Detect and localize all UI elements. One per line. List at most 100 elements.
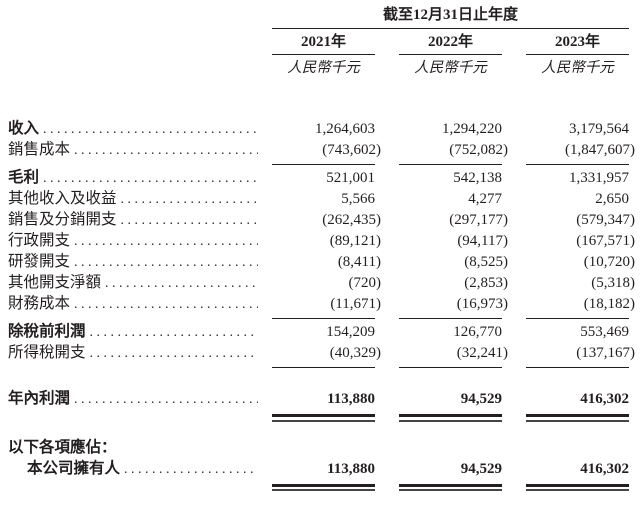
row-values: 1,264,603 1,294,220 3,179,564: [272, 119, 629, 140]
year-column-2023: 2023年: [526, 34, 629, 55]
table-row: 研發開支....................................…: [8, 251, 640, 272]
row-value: 542,138: [453, 170, 502, 186]
row-label: 除稅前利潤: [8, 323, 86, 340]
row-value: 1,294,220: [442, 121, 502, 137]
row-label: 研發開支: [8, 253, 71, 270]
rule-segment: [399, 483, 502, 491]
row-label: 其他開支淨額: [8, 274, 102, 291]
row-value: 5,566: [341, 191, 375, 207]
row-label: 財務成本: [8, 295, 71, 312]
dot-leader: ........................................…: [89, 325, 258, 340]
dot-leader: ........................................…: [74, 392, 258, 407]
table-row: 所得稅開支...................................…: [8, 342, 640, 363]
rule-segment: [399, 164, 502, 165]
dot-leader: ........................................…: [120, 213, 258, 228]
row-label: 銷售及分銷開支: [8, 211, 117, 228]
dot-leader: ........................................…: [120, 192, 258, 207]
rule-segment: [526, 414, 629, 422]
dot-leader: ........................................…: [124, 461, 258, 477]
row-value: (8,525): [464, 254, 508, 270]
row-values: 113,880 94,529 416,302: [272, 459, 629, 480]
row-values: 154,209 126,770 553,469: [272, 322, 629, 343]
row-value: (752,082): [449, 142, 508, 158]
year-header-row: 2021年 2022年 2023年: [272, 34, 629, 55]
row-value: (8,411): [337, 254, 381, 270]
year-column-2022: 2022年: [399, 34, 502, 55]
row-value: 1,264,603: [315, 121, 375, 137]
table-row: 行政開支....................................…: [8, 230, 640, 251]
row-label: 本公司擁有人: [27, 459, 121, 477]
row-label-cell: 年內利潤....................................…: [8, 388, 258, 410]
row-value: (137,167): [576, 345, 635, 361]
subtotal-rule: [272, 318, 640, 319]
row-value: (18,182): [583, 296, 635, 312]
rule-segment: [272, 483, 375, 491]
row-value: (16,973): [456, 296, 508, 312]
table-row: 年內利潤....................................…: [8, 388, 640, 409]
dot-leader: ........................................…: [74, 297, 258, 312]
row-value: (579,347): [576, 212, 635, 228]
row-value: 416,302: [580, 460, 629, 477]
rule-segment: [399, 414, 502, 422]
dot-leader: ........................................…: [74, 143, 258, 158]
row-value: 1,331,957: [569, 170, 629, 186]
row-label: 以下各項應佔：: [8, 438, 117, 456]
year-column-2021: 2021年: [272, 34, 375, 55]
row-values: (8,411) (8,525) (10,720): [272, 252, 635, 273]
table-row: 銷售成本....................................…: [8, 139, 640, 160]
row-value: (89,121): [329, 233, 381, 249]
row-value: (720): [348, 275, 382, 291]
row-values: (40,329) (32,241) (137,167): [272, 343, 635, 364]
rule-segment: [272, 367, 375, 368]
row-label: 銷售成本: [8, 141, 71, 158]
row-value: 4,277: [468, 191, 502, 207]
row-values: 521,001 542,138 1,331,957: [272, 168, 629, 189]
dot-leader: ........................................…: [74, 255, 258, 270]
row-label-cell: 本公司擁有人..................................…: [8, 458, 258, 480]
row-value: (11,671): [330, 296, 381, 312]
row-value: 521,001: [326, 170, 375, 186]
dot-leader: ........................................…: [105, 276, 258, 291]
rule-segment: [399, 367, 502, 368]
rule-segment: [526, 318, 629, 319]
table-body: 收入......................................…: [8, 118, 640, 491]
row-values: 5,566 4,277 2,650: [272, 189, 629, 210]
row-value: (32,241): [456, 345, 508, 361]
rule-segment: [272, 318, 375, 319]
row-label: 毛利: [8, 169, 40, 186]
table-row: 其他開支淨額..................................…: [8, 272, 640, 293]
subtotal-rule: [272, 164, 640, 165]
row-value: (1,847,607): [565, 142, 635, 158]
table-row: 以下各項應佔：: [8, 437, 640, 458]
row-value: 94,529: [460, 391, 502, 407]
table-row: 其他收入及收益.................................…: [8, 188, 640, 209]
row-label-cell: 除稅前利潤...................................…: [8, 321, 258, 343]
row-value: 2,650: [595, 191, 629, 207]
row-values: (89,121) (94,117) (167,571): [272, 231, 635, 252]
row-label-cell: 銷售成本....................................…: [8, 139, 258, 161]
row-label: 年內利潤: [8, 390, 71, 407]
row-label: 收入: [8, 120, 40, 137]
rule-segment: [399, 318, 502, 319]
currency-unit-label: 人民幣千元: [414, 60, 487, 76]
row-value: (40,329): [329, 345, 381, 361]
row-values: (11,671) (16,973) (18,182): [272, 294, 635, 315]
row-label-cell: 收入......................................…: [8, 118, 258, 140]
table-row: 收入......................................…: [8, 118, 640, 139]
row-label: 所得稅開支: [8, 344, 86, 361]
currency-unit-row: 人民幣千元 人民幣千元 人民幣千元: [272, 60, 629, 77]
row-values: (720) (2,853) (5,318): [272, 273, 636, 294]
row-values: 113,880 94,529 416,302: [272, 389, 629, 410]
rule-segment: [272, 414, 375, 422]
table-row: 本公司擁有人..................................…: [8, 458, 640, 479]
row-values: (262,435) (297,177) (579,347): [272, 210, 635, 231]
row-label-cell: 財務成本....................................…: [8, 293, 258, 315]
row-label-cell: 行政開支....................................…: [8, 230, 258, 252]
row-value: (262,435): [322, 212, 381, 228]
row-label-cell: 其他收入及收益.................................…: [8, 188, 258, 210]
rule-segment: [526, 483, 629, 491]
row-values: (743,602) (752,082) (1,847,607): [272, 140, 635, 161]
table-header: 截至12月31日止年度 2021年 2022年 2023年 人民幣千元 人民幣千…: [272, 6, 629, 77]
currency-unit-label: 人民幣千元: [541, 60, 614, 76]
